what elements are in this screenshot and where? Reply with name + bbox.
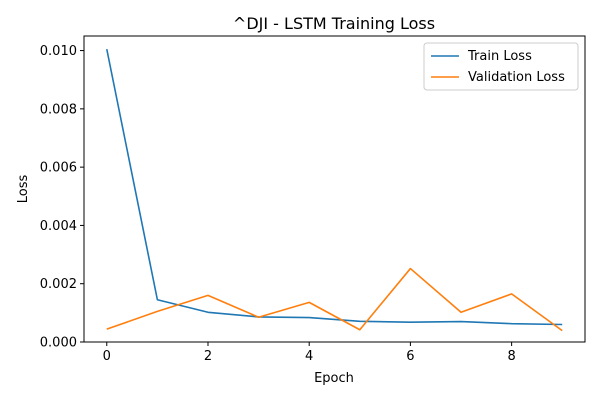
chart-title: ^DJI - LSTM Training Loss	[233, 14, 435, 33]
legend-box	[423, 42, 579, 91]
y-tick-label: 0.002	[40, 277, 77, 292]
series-line-validation-loss	[106, 267, 563, 332]
x-axis-ticks: 0 2 4 6 8	[103, 342, 516, 364]
x-tick-label: 8	[507, 349, 515, 364]
x-axis-label: Epoch	[314, 371, 354, 386]
legend: Train Loss Validation Loss	[423, 42, 579, 91]
x-tick-label: 2	[204, 349, 212, 364]
series-lines	[105, 48, 563, 332]
y-tick-label: 0.008	[40, 102, 77, 117]
y-tick-label: 0.004	[40, 219, 77, 234]
y-tick-label: 0.006	[40, 161, 77, 176]
legend-label-train-loss: Train Loss	[467, 49, 532, 64]
x-tick-label: 0	[103, 349, 111, 364]
y-axis-ticks: 0.000 0.002 0.004 0.006 0.008 0.010	[40, 44, 84, 351]
y-tick-label: 0.010	[40, 44, 77, 59]
series-line-train-loss	[105, 48, 563, 326]
y-axis-label: Loss	[16, 175, 31, 204]
y-tick-label: 0.000	[40, 336, 77, 351]
x-tick-label: 4	[305, 349, 313, 364]
plot-area-frame	[83, 35, 586, 343]
legend-label-validation-loss: Validation Loss	[468, 70, 565, 85]
x-tick-label: 6	[406, 349, 414, 364]
